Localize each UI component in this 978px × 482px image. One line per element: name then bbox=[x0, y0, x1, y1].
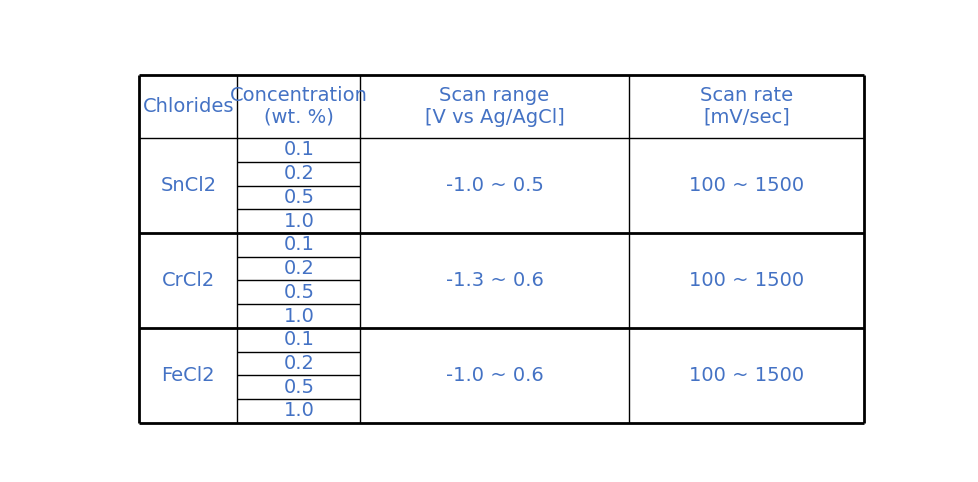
Text: 0.1: 0.1 bbox=[283, 235, 314, 254]
Text: 0.5: 0.5 bbox=[283, 188, 314, 207]
Text: [mV/sec]: [mV/sec] bbox=[702, 107, 789, 127]
Text: 100 ~ 1500: 100 ~ 1500 bbox=[689, 176, 803, 195]
Text: Chlorides: Chlorides bbox=[143, 97, 234, 116]
Text: -1.3 ~ 0.6: -1.3 ~ 0.6 bbox=[445, 271, 543, 290]
Text: 0.1: 0.1 bbox=[283, 140, 314, 160]
Text: 0.2: 0.2 bbox=[283, 164, 314, 183]
Text: [V vs Ag/AgCl]: [V vs Ag/AgCl] bbox=[424, 107, 563, 127]
Text: Scan rate: Scan rate bbox=[699, 86, 792, 105]
Text: 1.0: 1.0 bbox=[283, 402, 314, 420]
Text: 100 ~ 1500: 100 ~ 1500 bbox=[689, 271, 803, 290]
Text: 0.5: 0.5 bbox=[283, 283, 314, 302]
Text: Concentration: Concentration bbox=[230, 86, 368, 105]
Text: 0.2: 0.2 bbox=[283, 354, 314, 373]
Text: 0.2: 0.2 bbox=[283, 259, 314, 278]
Text: 1.0: 1.0 bbox=[283, 307, 314, 325]
Text: FeCl2: FeCl2 bbox=[161, 366, 215, 385]
Text: 0.5: 0.5 bbox=[283, 378, 314, 397]
Text: SnCl2: SnCl2 bbox=[160, 176, 216, 195]
Text: -1.0 ~ 0.5: -1.0 ~ 0.5 bbox=[445, 176, 543, 195]
Text: 100 ~ 1500: 100 ~ 1500 bbox=[689, 366, 803, 385]
Text: -1.0 ~ 0.6: -1.0 ~ 0.6 bbox=[445, 366, 543, 385]
Text: Scan range: Scan range bbox=[439, 86, 549, 105]
Text: CrCl2: CrCl2 bbox=[161, 271, 215, 290]
Text: 0.1: 0.1 bbox=[283, 330, 314, 349]
Text: 1.0: 1.0 bbox=[283, 212, 314, 231]
Text: (wt. %): (wt. %) bbox=[264, 107, 333, 127]
